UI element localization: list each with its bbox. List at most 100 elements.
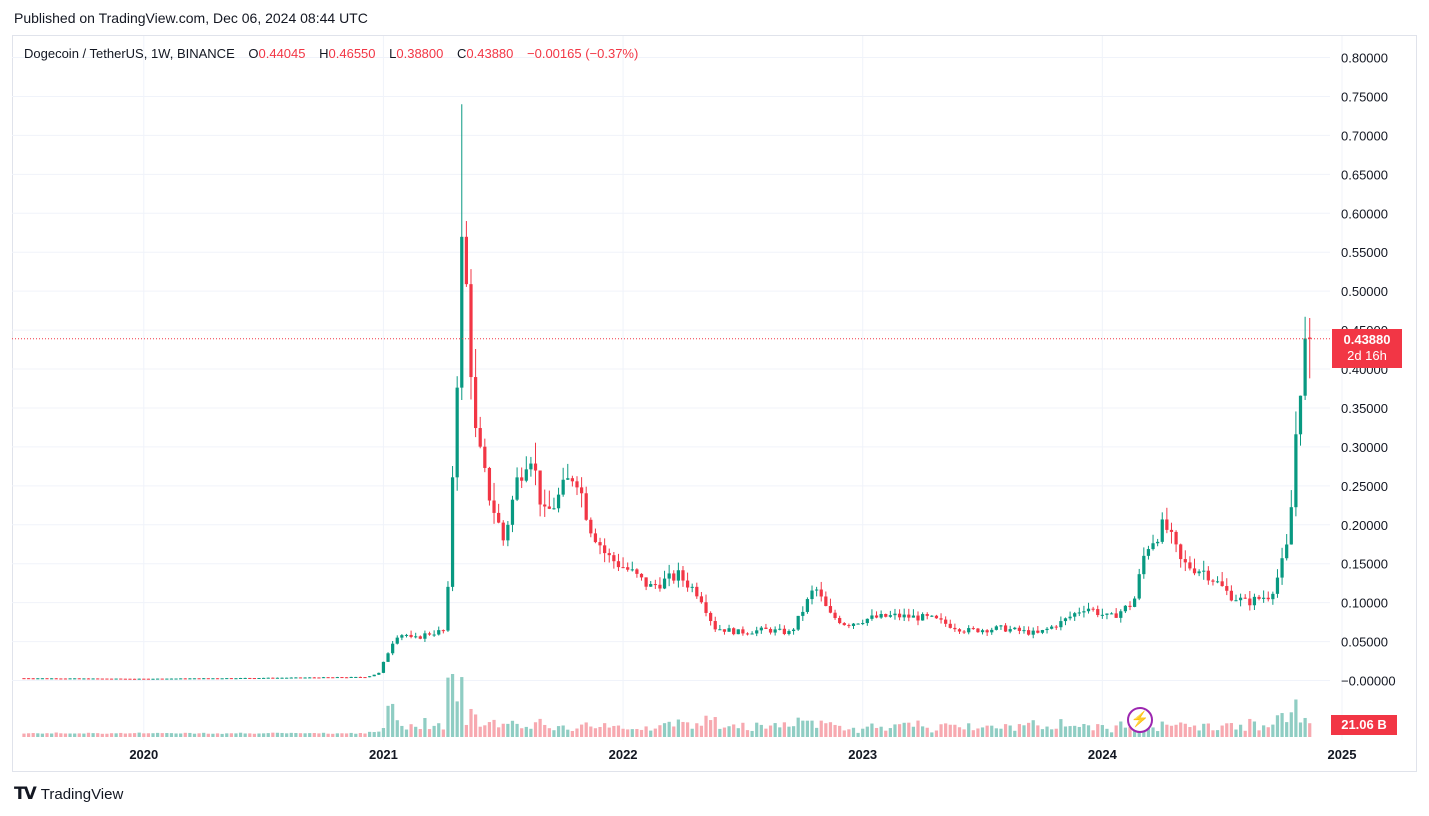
candle-body bbox=[732, 628, 736, 635]
candle-body bbox=[897, 613, 902, 618]
price-tick-label: 0.05000 bbox=[1341, 635, 1388, 650]
candle-body bbox=[335, 677, 339, 679]
candle-body bbox=[275, 677, 280, 679]
candle-body bbox=[1252, 596, 1257, 606]
candle-body bbox=[1045, 628, 1049, 631]
volume-bar bbox=[1119, 721, 1123, 737]
candle-body bbox=[50, 678, 54, 680]
candle-body bbox=[105, 678, 109, 680]
time-tick-label: 2021 bbox=[369, 747, 398, 762]
volume-bar bbox=[870, 723, 874, 737]
price-tick-label: 0.25000 bbox=[1341, 479, 1388, 494]
candle-body bbox=[579, 487, 584, 494]
volume-bar bbox=[501, 723, 505, 737]
candle-body bbox=[976, 628, 980, 633]
candle-body bbox=[63, 678, 68, 680]
volume-bar bbox=[649, 730, 653, 737]
candle-body bbox=[1114, 613, 1118, 618]
candle-body bbox=[1077, 612, 1081, 614]
volume-bar bbox=[778, 727, 782, 737]
volume-bar bbox=[114, 733, 118, 737]
volume-bar bbox=[1188, 727, 1192, 737]
price-tick-label: 0.80000 bbox=[1341, 51, 1388, 66]
volume-bar bbox=[321, 732, 326, 737]
volume-bar bbox=[713, 717, 717, 737]
candle-body bbox=[709, 612, 713, 622]
candle-body bbox=[861, 623, 865, 625]
candle-body bbox=[109, 678, 114, 680]
volume-bar bbox=[252, 733, 257, 737]
candle-body bbox=[994, 626, 998, 630]
volume-bar bbox=[344, 733, 349, 737]
volume-bar bbox=[455, 701, 459, 737]
candle-body bbox=[603, 545, 607, 554]
volume-bar bbox=[819, 720, 823, 737]
volume-bar bbox=[1192, 725, 1197, 737]
price-tick-label: 0.20000 bbox=[1341, 518, 1388, 533]
candle-body bbox=[921, 614, 925, 621]
candle-body bbox=[985, 630, 989, 633]
tradingview-brand[interactable]: TV TradingView bbox=[14, 784, 123, 804]
volume-bar bbox=[921, 726, 925, 737]
candle-body bbox=[948, 623, 952, 628]
candle-body bbox=[874, 615, 879, 618]
volume-bar bbox=[768, 725, 773, 737]
volume-bar bbox=[856, 732, 860, 737]
price-axis: 0.80000 0.75000 0.70000 0.65000 0.60000 0.550… bbox=[1341, 51, 1396, 689]
candle-body bbox=[1063, 618, 1068, 622]
candle-body bbox=[755, 630, 759, 634]
price-tick-label: 0.75000 bbox=[1341, 89, 1388, 104]
volume-bar bbox=[1206, 723, 1210, 737]
candle-body bbox=[455, 387, 459, 478]
volume-bar bbox=[722, 727, 727, 737]
price-tick-label: 0.30000 bbox=[1341, 440, 1388, 455]
volume-bar bbox=[386, 705, 390, 737]
volume-bar bbox=[446, 677, 450, 737]
candle-body bbox=[354, 676, 358, 678]
candle-body bbox=[718, 629, 722, 631]
candle-body bbox=[137, 678, 141, 680]
candle-body bbox=[156, 678, 160, 680]
candle-body bbox=[759, 627, 763, 631]
volume-bar bbox=[36, 733, 40, 737]
volume-bar bbox=[478, 726, 482, 737]
volume-bar bbox=[888, 728, 892, 737]
volume-bar bbox=[750, 730, 754, 737]
volume-bar bbox=[639, 729, 644, 737]
volume-bar bbox=[1003, 724, 1008, 737]
volume-bar bbox=[137, 732, 141, 737]
volume-bar bbox=[165, 733, 169, 737]
volume-bar bbox=[833, 724, 837, 737]
volume-bar bbox=[450, 674, 455, 737]
candle-body bbox=[192, 678, 197, 680]
candle-body bbox=[262, 677, 266, 679]
candle-body bbox=[1156, 541, 1160, 544]
candle-body bbox=[635, 569, 639, 574]
candle-body bbox=[289, 677, 293, 679]
volume-bar bbox=[911, 726, 916, 737]
volume-bar bbox=[575, 728, 579, 737]
candle-body bbox=[1266, 597, 1270, 600]
candle-body bbox=[36, 678, 40, 680]
candle-body bbox=[188, 678, 192, 680]
candle-body bbox=[616, 561, 621, 568]
candle-body bbox=[870, 615, 874, 619]
candle-body bbox=[930, 615, 934, 617]
candle-body bbox=[197, 678, 201, 680]
volume-bar bbox=[1054, 728, 1058, 737]
lightning-icon[interactable]: ⚡ bbox=[1127, 707, 1153, 733]
candle-body bbox=[1146, 549, 1151, 556]
candle-body bbox=[681, 570, 685, 581]
symbol-legend: Dogecoin / TetherUS, 1W, BINANCE O0.4404… bbox=[24, 46, 638, 61]
volume-bar bbox=[824, 723, 828, 737]
candle-body bbox=[704, 602, 708, 613]
volume-bar bbox=[179, 733, 183, 737]
candle-body bbox=[386, 653, 390, 662]
volume-bar bbox=[188, 732, 192, 737]
candle-body bbox=[381, 661, 386, 673]
volume-bar bbox=[238, 732, 243, 737]
symbol-name: Dogecoin / TetherUS, 1W, BINANCE bbox=[24, 46, 235, 61]
volume-bar bbox=[59, 733, 63, 737]
volume-bar bbox=[497, 727, 501, 737]
